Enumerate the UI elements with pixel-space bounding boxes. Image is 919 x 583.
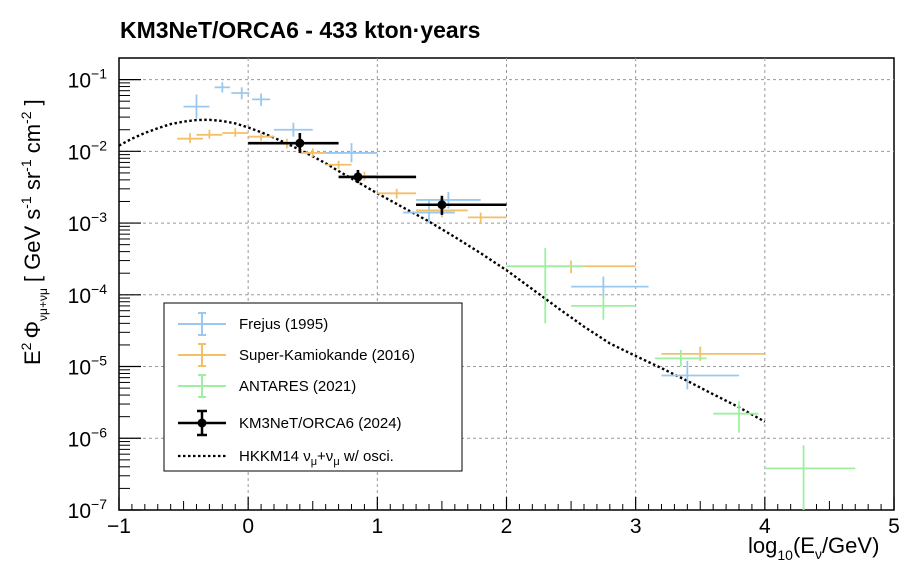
legend-entry-frejus: Frejus (1995) bbox=[178, 312, 328, 336]
legend-entry-km3net: KM3NeT/ORCA6 (2024) bbox=[178, 409, 402, 437]
y-axis-title-sq: 2 bbox=[18, 342, 34, 350]
legend-entry-antares: ANTARES (2021) bbox=[178, 374, 356, 398]
y-tick-exponent: −4 bbox=[91, 281, 107, 297]
y-axis-title-sr: sr bbox=[20, 172, 45, 196]
y-axis-title-e: E bbox=[20, 350, 45, 365]
x-tick-label: 1 bbox=[371, 515, 383, 538]
y-tick-label: 10−4 bbox=[68, 281, 108, 308]
y-tick-exponent: −5 bbox=[91, 353, 107, 369]
y-tick-label: 10−6 bbox=[68, 424, 108, 451]
y-tick-base: 10 bbox=[68, 428, 91, 451]
y-tick-exponent: −6 bbox=[91, 424, 107, 440]
data-point-marker bbox=[295, 138, 305, 148]
x-tick-label: 5 bbox=[888, 515, 900, 538]
y-axis-title-cm: cm bbox=[20, 124, 45, 159]
x-tick-label: −1 bbox=[107, 515, 131, 538]
y-tick-base: 10 bbox=[68, 70, 91, 93]
legend-model-text-post: w/ osci. bbox=[340, 448, 394, 465]
chart-title: KM3NeT/ORCA6 - 433 kton·years bbox=[120, 17, 480, 43]
y-axis-title-units: [ GeV s bbox=[20, 209, 45, 282]
series-antares-2021 bbox=[506, 247, 856, 510]
data-point-marker bbox=[353, 172, 363, 182]
legend-entry-superk: Super-Kamiokande (2016) bbox=[178, 343, 415, 367]
y-axis-title-cm-exp: -2 bbox=[18, 111, 34, 124]
x-axis-title: log10(Eν/GeV) bbox=[748, 533, 879, 563]
y-tick-label: 10−2 bbox=[68, 137, 108, 164]
legend-label-km3net: KM3NeT/ORCA6 (2024) bbox=[239, 415, 402, 432]
y-tick-exponent: −2 bbox=[91, 137, 107, 153]
y-tick-label: 10−3 bbox=[68, 209, 108, 236]
legend-label-antares: ANTARES (2021) bbox=[239, 378, 356, 395]
x-axis-title-log-sub: 10 bbox=[777, 547, 793, 563]
x-axis-title-unit: /GeV) bbox=[822, 533, 879, 558]
legend-model-text-sub2: μ bbox=[333, 456, 339, 468]
y-tick-base: 10 bbox=[68, 141, 91, 164]
y-tick-exponent: −1 bbox=[91, 66, 107, 82]
legend-model-text-sub1: μ bbox=[311, 456, 317, 468]
y-tick-label: 10−7 bbox=[68, 496, 108, 523]
y-tick-base: 10 bbox=[68, 357, 91, 380]
legend-entry-model: HKKM14 νμ+νμ w/ osci. bbox=[178, 448, 394, 468]
x-tick-label: 3 bbox=[630, 515, 642, 538]
legend-label-model: HKKM14 νμ+νμ w/ osci. bbox=[239, 448, 394, 468]
legend-marker-km3net-dot bbox=[197, 418, 207, 428]
data-points-layer bbox=[177, 82, 856, 510]
y-tick-base: 10 bbox=[68, 285, 91, 308]
y-tick-label: 10−1 bbox=[68, 66, 108, 93]
model-curve-hkkm14 bbox=[118, 118, 766, 423]
legend: Frejus (1995) Super-Kamiokande (2016) AN… bbox=[163, 302, 463, 472]
x-tick-label: 2 bbox=[501, 515, 513, 538]
x-tick-label: 4 bbox=[759, 515, 771, 538]
legend-model-text-pre: HKKM14 ν bbox=[239, 448, 311, 465]
legend-label-frejus: Frejus (1995) bbox=[239, 316, 328, 333]
series-km3net-orca6-2024 bbox=[248, 133, 507, 215]
y-axis-ticks: 10−110−210−310−410−510−610−7 bbox=[68, 66, 141, 523]
y-axis-title-sr-exp: -1 bbox=[18, 159, 34, 172]
model-curve-layer bbox=[118, 118, 766, 423]
y-tick-label: 10−5 bbox=[68, 353, 108, 380]
y-axis-title-s-exp: -1 bbox=[18, 196, 34, 209]
y-axis-title-phi-sub: νμ+νμ bbox=[36, 288, 50, 321]
x-axis-title-log: log bbox=[748, 533, 777, 558]
x-axis-ticks: −1 0 1 2 3 4 5 bbox=[107, 497, 900, 538]
legend-model-text-mid: +ν bbox=[317, 448, 333, 465]
legend-label-superk: Super-Kamiokande (2016) bbox=[239, 347, 415, 364]
y-axis-title: E2Φνμ+νμ[ GeV s-1 sr-1 cm-2 ] bbox=[18, 99, 50, 365]
data-point-marker bbox=[437, 200, 447, 210]
y-tick-base: 10 bbox=[68, 500, 91, 523]
y-tick-base: 10 bbox=[68, 213, 91, 236]
y-axis-title-phi: Φ bbox=[20, 321, 45, 339]
x-tick-label: 0 bbox=[242, 515, 254, 538]
x-axis-title-nu-sub: ν bbox=[815, 546, 822, 562]
y-tick-exponent: −7 bbox=[91, 496, 107, 512]
y-axis-title-close: ] bbox=[20, 99, 45, 111]
x-axis-title-energy: (E bbox=[793, 533, 815, 558]
y-tick-exponent: −3 bbox=[91, 209, 107, 225]
series-frejus-1995 bbox=[183, 82, 739, 390]
